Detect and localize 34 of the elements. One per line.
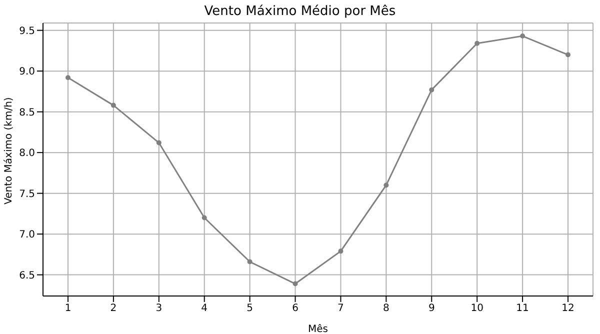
y-tick-label: 8.5: [19, 107, 35, 118]
y-tick-label: 9.5: [19, 26, 35, 37]
x-tick-label: 12: [562, 303, 574, 314]
y-tick-label: 9.0: [19, 66, 35, 78]
point: [156, 140, 162, 146]
point: [384, 182, 389, 188]
point: [429, 87, 434, 92]
chart-title: Vento Máximo Médio por Mês: [203, 4, 397, 19]
y-tick-label: 7.5: [19, 188, 35, 200]
x-tick-label: 5: [246, 303, 254, 314]
point: [202, 215, 207, 220]
point: [566, 52, 570, 58]
x-tick-label: 8: [382, 303, 390, 314]
y-tick-label: 7.0: [19, 230, 35, 241]
x-tick-label: 4: [201, 303, 208, 314]
x-tick-label: 7: [338, 303, 344, 314]
x-tick-label: 9: [428, 303, 435, 314]
point: [292, 281, 298, 286]
x-tick-label: 10: [470, 303, 484, 314]
point: [110, 102, 116, 108]
point: [338, 248, 344, 254]
x-axis-title: Mês: [308, 324, 328, 334]
x-tick-label: 6: [292, 303, 298, 314]
y-axis-title: Vento Máximo (km/h): [4, 97, 15, 204]
y-tick-label: 6.5: [19, 270, 35, 282]
point: [66, 75, 70, 80]
x-tick-label: 11: [516, 303, 529, 314]
x-tick-label: 2: [110, 303, 117, 314]
x-tick-label: 3: [156, 303, 162, 314]
point: [520, 34, 526, 39]
point: [474, 40, 480, 46]
x-tick-label: 1: [64, 303, 72, 314]
y-tick-label: 8.0: [19, 148, 35, 160]
point: [247, 259, 252, 264]
